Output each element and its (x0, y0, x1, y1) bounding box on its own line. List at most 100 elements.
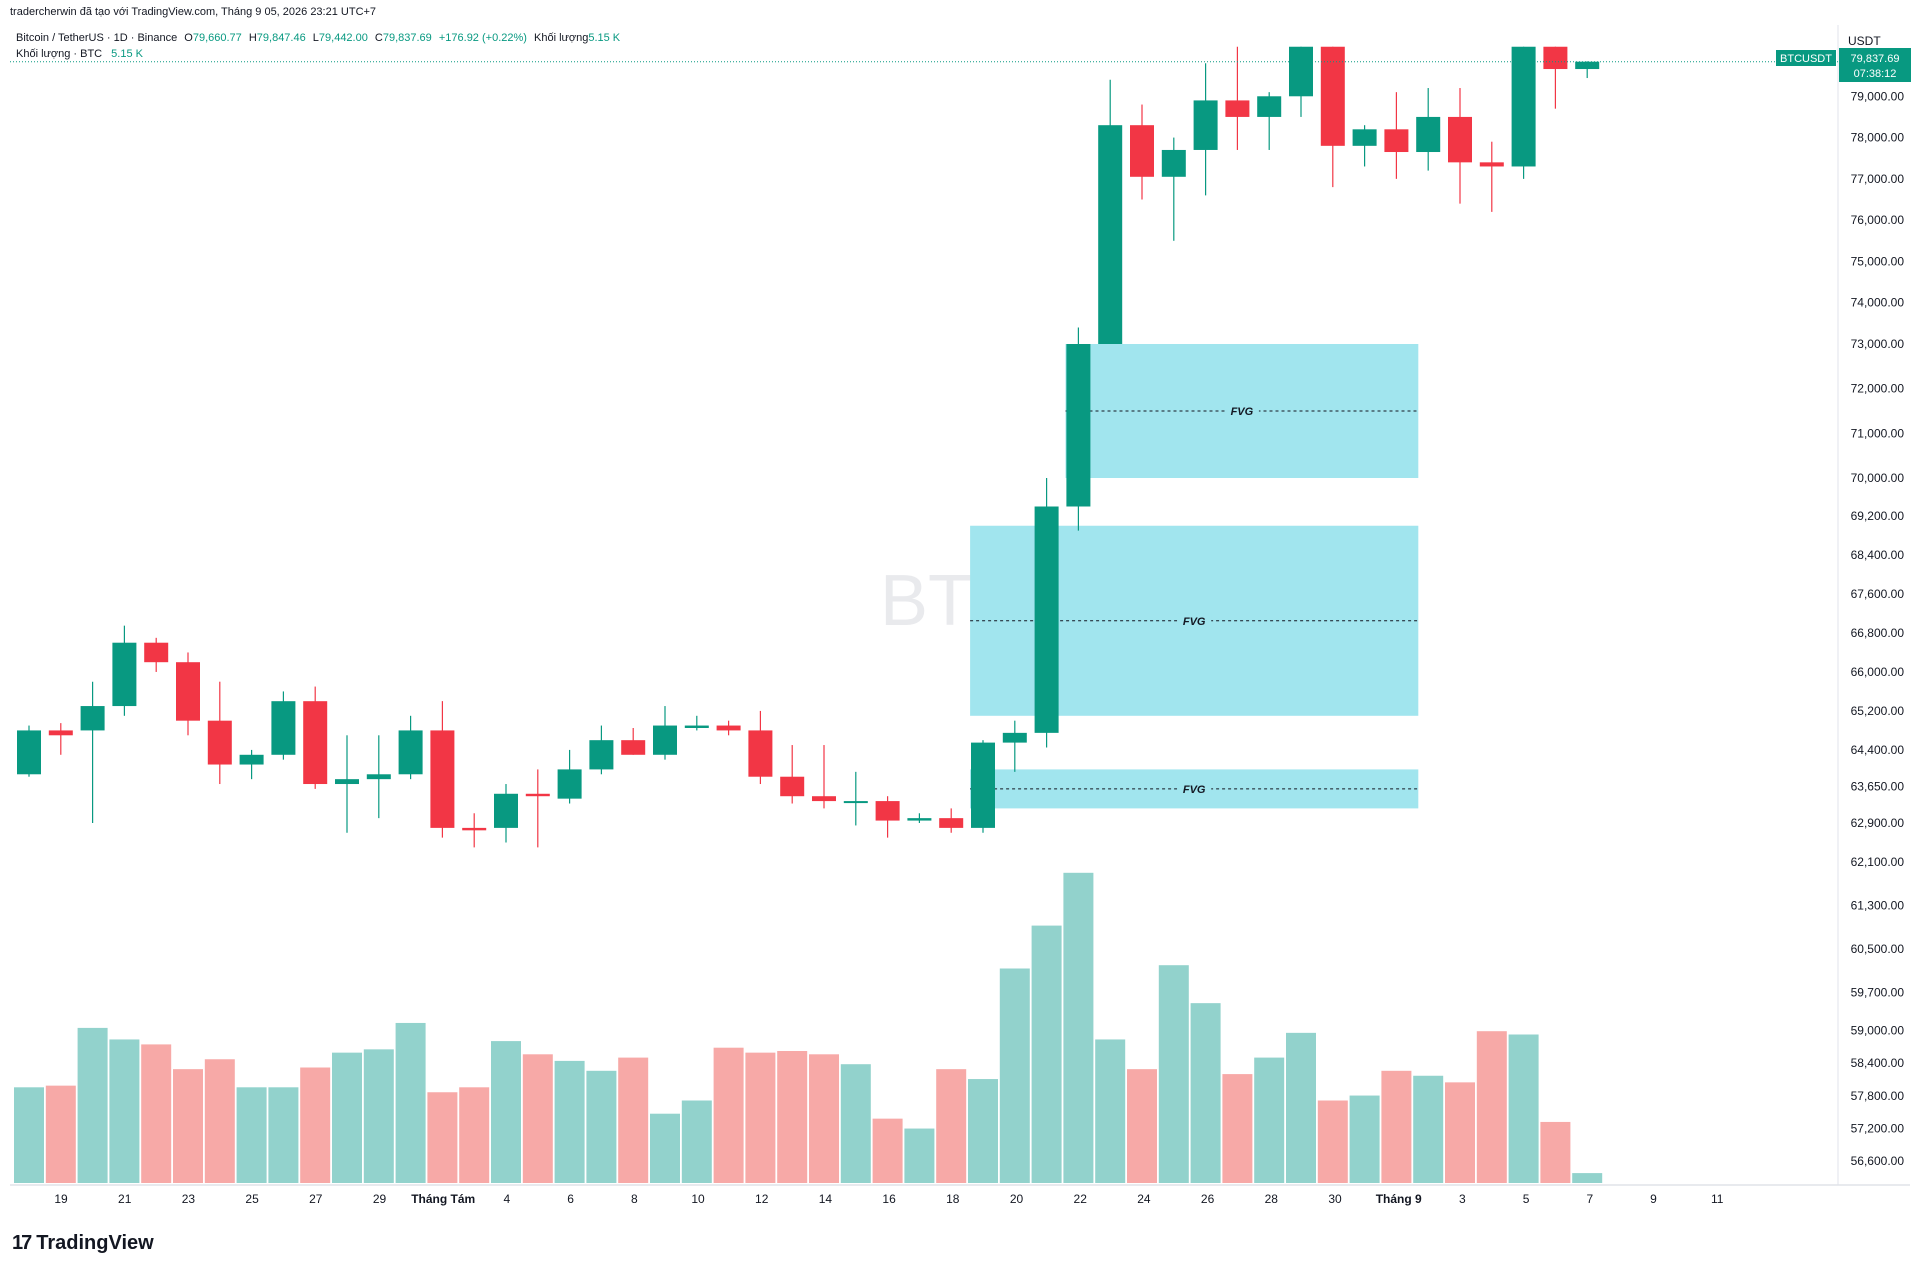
price-tick-label: 58,400.00 (1851, 1056, 1905, 1070)
volume-label: Khối lượng (534, 32, 589, 44)
volume-bar (300, 1067, 331, 1183)
volume-bar (236, 1087, 267, 1183)
time-tick-label: 6 (567, 1192, 574, 1206)
open-value: 79,660.77 (192, 32, 242, 44)
time-tick-label: 28 (1265, 1192, 1279, 1206)
candle-layer (17, 46, 1600, 848)
high-label: H (248, 32, 257, 44)
volume-bar (1445, 1082, 1475, 1183)
volume-bar (1127, 1069, 1157, 1183)
time-tick-label: Tháng Tám (411, 1192, 475, 1206)
candle-body (1161, 149, 1186, 177)
candle-body (525, 793, 550, 797)
price-tick-label: 71,000.00 (1851, 426, 1905, 440)
volume-bar (904, 1128, 935, 1183)
candle-body (1257, 96, 1282, 117)
time-tick-label: 24 (1137, 1192, 1151, 1206)
volume-bar (77, 1027, 108, 1183)
candle-body (462, 827, 487, 831)
tradingview-logo[interactable]: 17 TradingView (12, 1232, 154, 1255)
volume-bar (1095, 1039, 1126, 1183)
time-tick-label: Tháng 9 (1376, 1192, 1422, 1206)
time-tick-label: 8 (631, 1192, 638, 1206)
price-axis[interactable]: 79,000.00 78,000.00 77,000.00 76,000.00 75,0… (1851, 89, 1905, 1168)
volume-value: 5.15 K (588, 32, 621, 44)
volume-bar (1508, 1034, 1539, 1183)
last-price-label: 79,837.69 (1851, 53, 1900, 65)
candle-body (1130, 125, 1154, 177)
candle-body (1416, 116, 1441, 153)
volume-bar (1317, 1100, 1348, 1183)
volume-bar (395, 1022, 426, 1183)
price-chart[interactable]: BTCUSDT FVG FVG FVG 79,000.00 78,000.00 77,0… (0, 0, 1920, 1220)
time-tick-label: 21 (118, 1192, 132, 1206)
volume-bar (109, 1039, 140, 1183)
volume-bar (1540, 1121, 1571, 1183)
time-axis[interactable]: 19 21 23 25 27 29 Tháng Tám 4 6 8 10 12 14 16 18 20 22 24… (54, 1192, 1723, 1206)
price-tick-label: 64,400.00 (1851, 743, 1905, 757)
price-tick-label: 66,000.00 (1851, 665, 1905, 679)
price-tick-label: 57,800.00 (1851, 1089, 1905, 1103)
fvg-label: FVG (1231, 406, 1254, 418)
time-tick-label: 29 (373, 1192, 387, 1206)
volume-bar (1381, 1070, 1412, 1183)
countdown-label: 07:38:12 (1854, 68, 1897, 80)
close-label: C (374, 32, 383, 44)
candle-body (971, 742, 995, 828)
volume-layer (14, 872, 1603, 1183)
candle-body (1002, 732, 1027, 743)
price-tick-label: 62,100.00 (1851, 855, 1905, 869)
time-tick-label: 20 (1010, 1192, 1024, 1206)
candle-body (430, 730, 455, 828)
low-label: L (312, 32, 319, 44)
time-tick-label: 18 (946, 1192, 960, 1206)
candle-body (271, 701, 296, 755)
price-tick-label: 59,000.00 (1851, 1024, 1905, 1038)
volume-bar (1222, 1074, 1253, 1183)
volume-bar (173, 1069, 203, 1183)
symbol-tag-label: BTCUSDT (1780, 53, 1832, 65)
time-tick-label: 7 (1586, 1192, 1593, 1206)
volume-bar (14, 1087, 44, 1183)
volume-bar (554, 1060, 585, 1183)
price-tick-label: 69,200.00 (1851, 509, 1905, 523)
candle-body (112, 642, 137, 707)
price-tick-label: 77,000.00 (1851, 172, 1905, 186)
volume-bar (459, 1087, 490, 1183)
candle-body (176, 662, 200, 721)
volume-bar (586, 1070, 617, 1183)
volume-bar (936, 1069, 967, 1183)
price-tick-label: 57,200.00 (1851, 1121, 1905, 1135)
price-tick-label: 66,800.00 (1851, 626, 1905, 640)
volume-bar (681, 1100, 712, 1183)
attribution-text: tradercherwin đã tạo với TradingView.com… (10, 6, 377, 18)
volume-bar (1158, 965, 1189, 1183)
candle-body (1575, 61, 1600, 70)
candle-body (875, 801, 900, 821)
candle-body (748, 730, 773, 777)
price-tick-label: 61,300.00 (1851, 898, 1905, 912)
volume-indicator-label: Khối lượng · BTC (16, 48, 103, 60)
price-tick-label: 78,000.00 (1851, 131, 1905, 145)
price-tick-label: 79,000.00 (1851, 89, 1905, 103)
candle-body (843, 801, 868, 804)
volume-bar (840, 1064, 871, 1183)
volume-bar (491, 1041, 521, 1183)
candle-body (716, 725, 741, 731)
candle-body (398, 730, 423, 775)
candle-body (48, 730, 73, 736)
volume-bar (1476, 1031, 1507, 1183)
candle-body (1034, 506, 1059, 733)
volume-bar (745, 1052, 776, 1183)
time-tick-label: 16 (882, 1192, 896, 1206)
tradingview-mark-icon: 17 (12, 1232, 32, 1254)
candle-body (1448, 116, 1472, 163)
volume-bar (1349, 1095, 1380, 1183)
time-tick-label: 10 (691, 1192, 705, 1206)
price-tick-label: 74,000.00 (1851, 296, 1905, 310)
candle-body (366, 774, 391, 780)
price-tick-label: 70,000.00 (1851, 471, 1905, 485)
time-tick-label: 5 (1523, 1192, 1530, 1206)
candle-body (1479, 162, 1504, 167)
volume-legend: Khối lượng · BTC 5.15 K (16, 48, 143, 60)
